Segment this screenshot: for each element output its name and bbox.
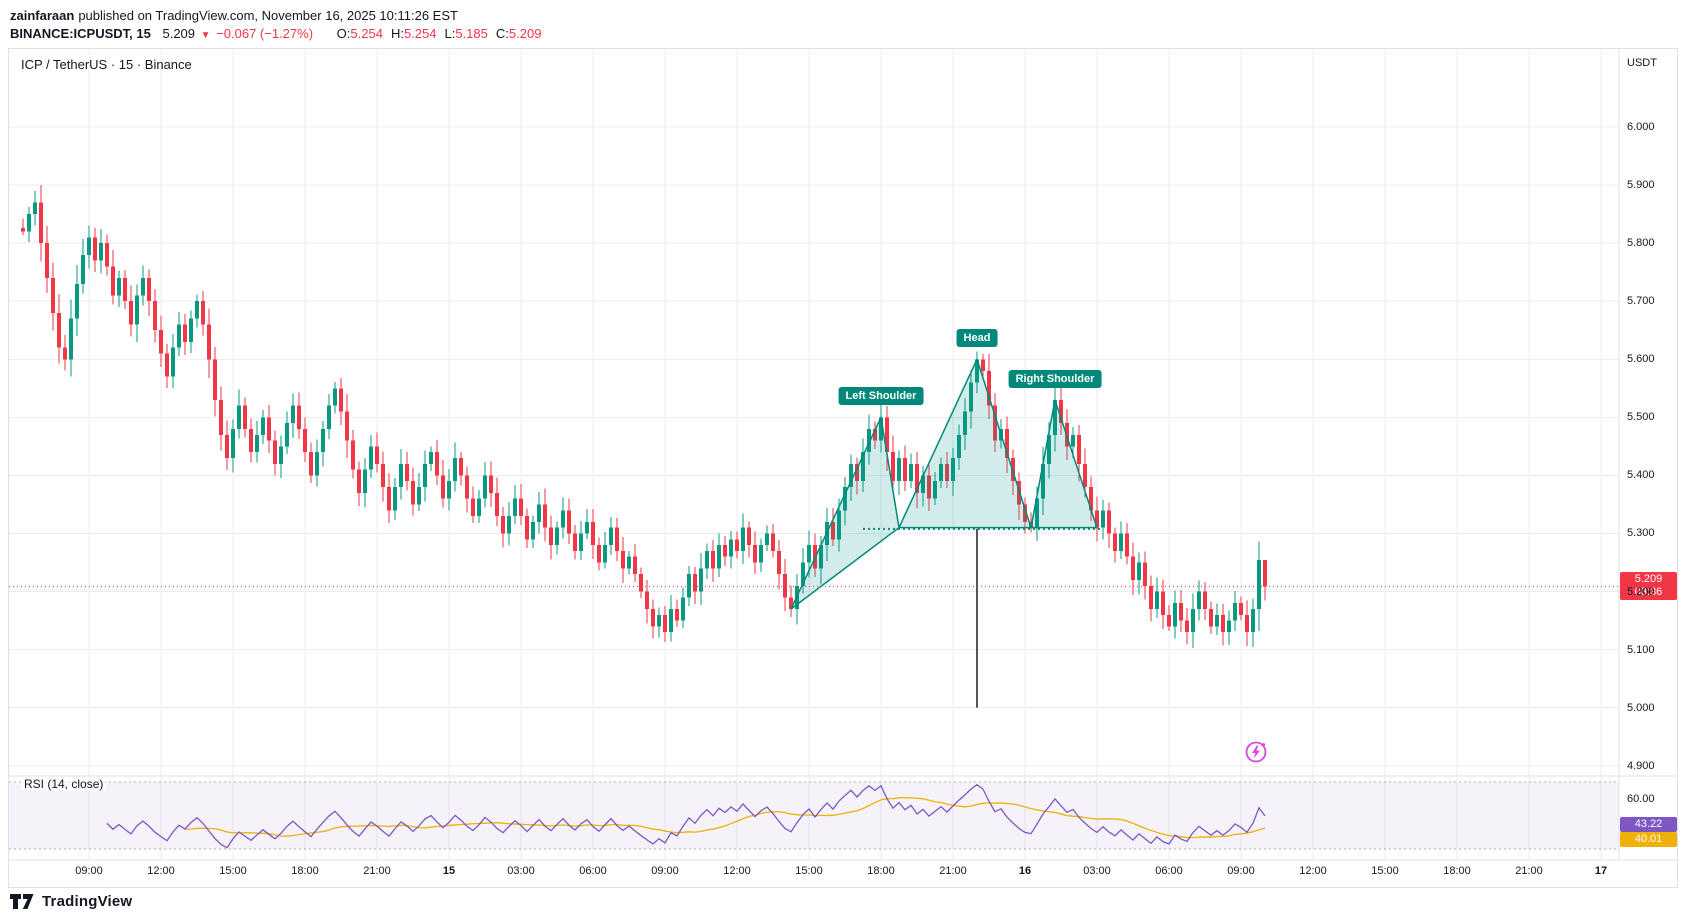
- down-arrow-icon: ▼: [200, 30, 211, 41]
- chart-canvas[interactable]: [9, 49, 1677, 887]
- high-value: 5.254: [403, 26, 437, 41]
- rsi-lines: [106, 783, 1266, 849]
- close-label: C:: [495, 26, 509, 41]
- symbol-info-bar: BINANCE:ICPUSDT, 15 5.209 ▼ −0.067 (−1.2…: [10, 25, 541, 45]
- flash-icon[interactable]: [1245, 741, 1267, 763]
- chart-area[interactable]: ICP / TetherUS · 15 · Binance USDT RSI (…: [8, 48, 1678, 888]
- head-and-shoulders-overlay: [790, 357, 1103, 708]
- price-change: −0.067 (−1.27%): [216, 26, 314, 41]
- open-label: O:: [336, 26, 351, 41]
- symbol-name: BINANCE:ICPUSDT, 15: [10, 26, 151, 41]
- close-value: 5.209: [508, 26, 542, 41]
- candlestick-series: [21, 185, 1267, 649]
- brand-name: TradingView: [42, 893, 133, 910]
- open-value: 5.254: [350, 26, 383, 41]
- author-link[interactable]: zainfaraan: [10, 8, 75, 23]
- footer: TradingView: [10, 893, 132, 910]
- tradingview-logo[interactable]: [10, 893, 35, 910]
- pane-dividers: [9, 49, 1677, 861]
- low-value: 5.185: [455, 26, 488, 41]
- publish-header: zainfaraan published on TradingView.com, …: [10, 6, 458, 25]
- publish-info: published on TradingView.com, November 1…: [78, 8, 458, 23]
- last-price: 5.209: [162, 26, 196, 41]
- low-label: L:: [444, 26, 456, 41]
- ohlc-values: O:5.254 H:5.254 L:5.185 C:5.209: [329, 26, 542, 41]
- high-label: H:: [390, 26, 404, 41]
